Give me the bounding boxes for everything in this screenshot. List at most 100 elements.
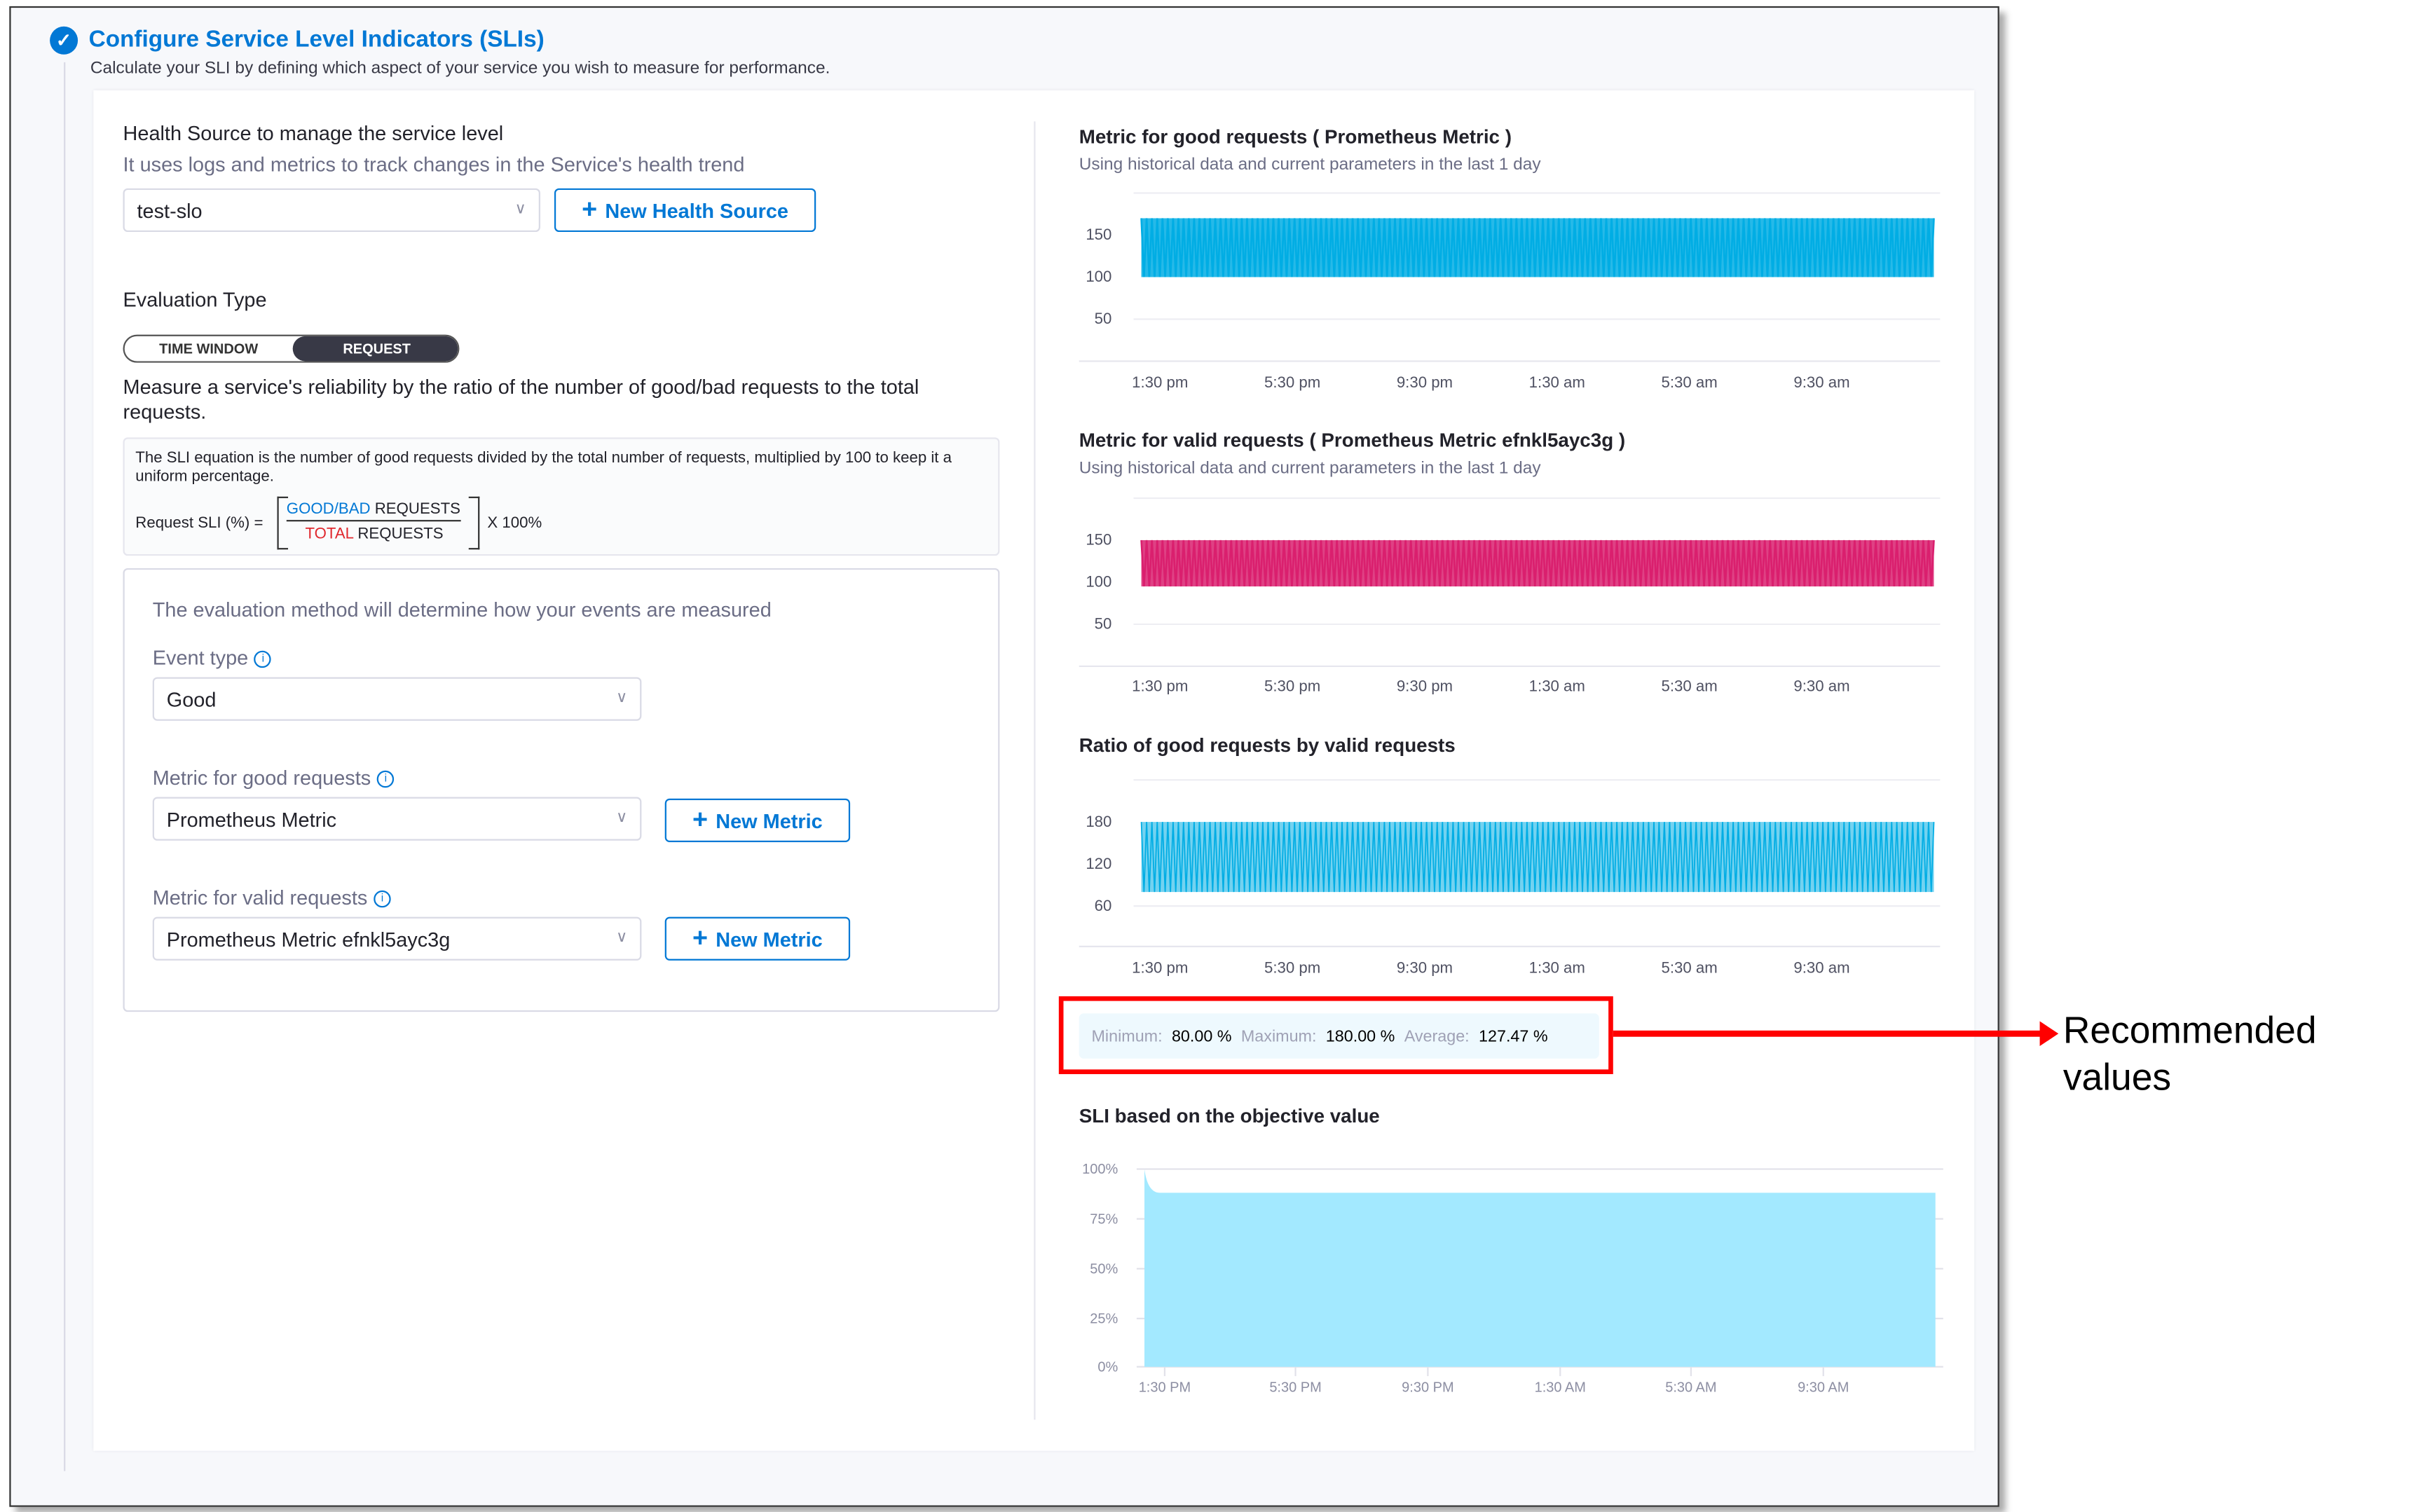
arrow-head-icon [2039,1021,2059,1047]
numerator-good-bad: GOOD/BAD [286,501,371,518]
y-tick-label: 180 [1086,813,1111,830]
valid-metric-value: Prometheus Metric efnkl5ayc3g [166,927,451,951]
toggle-request[interactable]: REQUEST [292,336,458,362]
health-source-select[interactable]: test-slo ∨ [123,188,540,233]
x-tick-label: 1:30 am [1529,677,1585,694]
y-tick-label: 60 [1095,897,1112,914]
info-icon[interactable]: i [374,890,391,908]
annotation-label: Recommended values [2062,1010,2317,1099]
y-tick-label: 50% [1090,1261,1118,1277]
new-health-source-label: New Health Source [605,198,788,222]
toggle-time-window[interactable]: TIME WINDOW [159,341,259,357]
sli-area [1144,1169,1936,1367]
chart-sli-title: SLI based on the objective value [1079,1105,1380,1127]
denominator-requests: REQUESTS [353,525,444,544]
chart-good-subtitle: Using historical data and current parame… [1079,156,1541,174]
min-label: Minimum: [1091,1026,1163,1045]
evaluation-type-title: Evaluation Type [123,288,267,312]
x-tick-label: 9:30 pm [1397,373,1453,391]
x-tick-label: 1:30 pm [1132,373,1188,391]
x-tick-label: 5:30 PM [1269,1380,1321,1395]
good-metric-label-text: Metric for good requests [152,766,371,790]
step-connector [64,62,66,1471]
annotation-arrow-line [1613,1030,2044,1037]
equation-numerator: GOOD/BAD REQUESTS [286,501,460,522]
series-band [1141,539,1934,586]
event-type-value: Good [166,687,217,711]
bracket-left [277,496,289,550]
page-subtitle: Calculate your SLI by defining which asp… [90,59,830,78]
y-tick-label: 0% [1097,1359,1118,1375]
x-tick-label: 9:30 am [1793,959,1849,977]
x-tick-label: 9:30 am [1793,373,1849,391]
valid-metric-select[interactable]: Prometheus Metric efnkl5ayc3g ∨ [152,916,642,961]
new-valid-metric-button[interactable]: + New Metric [664,916,851,961]
evaluation-description: Measure a service's reliability by the r… [123,375,919,424]
info-icon[interactable]: i [254,650,272,668]
sli-equation-box: The SLI equation is the number of good r… [123,437,1000,556]
equation-text: The SLI equation is the number of good r… [135,450,952,486]
x-tick-label: 5:30 pm [1264,373,1320,391]
new-metric-label: New Metric [716,809,823,832]
y-tick-label: 100% [1082,1162,1118,1177]
chart-1: 50 100 150 1:30 pm 5:30 pm 9:30 pm 1:30 am 5:30… [1079,497,1941,694]
new-good-metric-button[interactable]: + New Metric [664,798,851,842]
chart-good-title: Metric for good requests ( Prometheus Me… [1079,125,1512,149]
numerator-requests: REQUESTS [370,501,460,518]
plus-icon: + [582,194,598,224]
good-metric-label: Metric for good requests i [153,766,395,789]
health-source-value: test-slo [137,198,203,222]
x-tick-label: 5:30 am [1662,373,1718,391]
column-divider [1034,121,1036,1420]
event-type-label: Event type i [153,646,272,669]
recommended-values-summary: Minimum: 80.00 % Maximum: 180.00 % Average… [1079,1013,1599,1059]
y-tick-label: 100 [1086,573,1111,591]
x-tick-label: 9:30 pm [1397,959,1453,977]
x-tick-label: 1:30 AM [1535,1380,1586,1395]
good-metric-select[interactable]: Prometheus Metric ∨ [152,797,642,841]
x-tick-label: 5:30 am [1662,677,1718,694]
chart-2: 60 120 180 1:30 pm 5:30 pm 9:30 pm 1:30 am 5:30… [1079,779,1941,977]
max-label: Maximum: [1240,1026,1317,1045]
y-tick-label: 50 [1095,310,1112,327]
new-metric-label: New Metric [716,927,823,951]
page-title: Configure Service Level Indicators (SLIs… [88,26,545,53]
bracket-right [468,496,480,550]
y-tick-label: 150 [1086,531,1111,549]
denominator-total: TOTAL [305,525,354,544]
x-tick-label: 1:30 pm [1132,677,1188,694]
x-tick-label: 9:30 PM [1402,1380,1453,1395]
evaluation-type-toggle[interactable]: TIME WINDOW REQUEST [123,334,460,363]
new-health-source-button[interactable]: + New Health Source [554,188,816,233]
chart-sli: 0% 25% 50% 75% 100% 1:30 PM 5:30 PM 9:30 PM 1:30… [1082,1162,1943,1395]
x-tick-label: 5:30 AM [1665,1380,1716,1395]
health-source-title: Health Source to manage the service leve… [123,121,504,145]
y-tick-label: 150 [1086,226,1111,243]
chart-0: 50 100 150 1:30 pm 5:30 pm 9:30 pm 1:30 am 5:30… [1079,192,1941,391]
chart-valid-subtitle: Using historical data and current parame… [1079,459,1541,479]
x-tick-label: 1:30 am [1529,959,1585,977]
chart-ratio-title: Ratio of good requests by valid requests [1079,734,1456,757]
event-type-label-text: Event type [152,646,249,670]
x-tick-label: 1:30 PM [1139,1380,1191,1395]
x-tick-label: 1:30 pm [1132,959,1188,977]
x-tick-label: 1:30 am [1529,373,1585,391]
x-tick-label: 9:30 am [1793,677,1849,694]
y-tick-label: 100 [1086,268,1111,285]
event-type-select[interactable]: Good ∨ [152,677,642,721]
max-value: 180.00 % [1325,1026,1395,1045]
health-source-subtitle: It uses logs and metrics to track change… [123,152,745,177]
equation-lhs: Request SLI (%) = [135,515,264,532]
chevron-down-icon: ∨ [616,809,628,827]
chevron-down-icon: ∨ [616,929,628,947]
info-icon[interactable]: i [377,770,395,788]
chevron-down-icon: ∨ [514,200,526,218]
series-band [1141,218,1934,277]
equation-multiplier: X 100% [487,515,542,532]
avg-label: Average: [1404,1026,1470,1045]
y-tick-label: 75% [1090,1211,1118,1227]
x-tick-label: 5:30 pm [1264,959,1320,977]
x-tick-label: 9:30 AM [1798,1380,1849,1395]
y-tick-label: 120 [1086,855,1111,872]
